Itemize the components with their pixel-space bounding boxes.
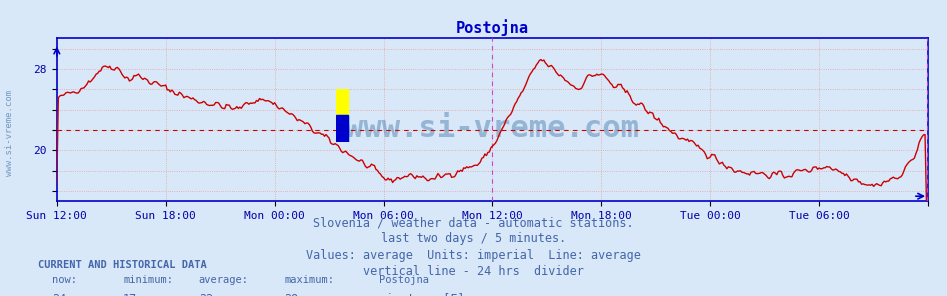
Title: Postojna: Postojna bbox=[456, 19, 529, 36]
Bar bbox=[336, 115, 348, 142]
Text: 22: 22 bbox=[199, 293, 213, 296]
Text: 24: 24 bbox=[52, 293, 66, 296]
Bar bbox=[336, 89, 348, 115]
Text: now:: now: bbox=[52, 275, 77, 285]
Text: last two days / 5 minutes.: last two days / 5 minutes. bbox=[381, 232, 566, 245]
Text: 29: 29 bbox=[284, 293, 298, 296]
Text: average:: average: bbox=[199, 275, 249, 285]
Text: Values: average  Units: imperial  Line: average: Values: average Units: imperial Line: av… bbox=[306, 249, 641, 262]
Text: www.si-vreme.com: www.si-vreme.com bbox=[346, 114, 639, 142]
Text: 17: 17 bbox=[123, 293, 137, 296]
Text: vertical line - 24 hrs  divider: vertical line - 24 hrs divider bbox=[363, 265, 584, 278]
Polygon shape bbox=[336, 115, 348, 142]
Text: Postojna: Postojna bbox=[379, 275, 429, 285]
Text: air temp.[F]: air temp.[F] bbox=[379, 293, 464, 296]
Text: maximum:: maximum: bbox=[284, 275, 334, 285]
Text: www.si-vreme.com: www.si-vreme.com bbox=[5, 90, 14, 176]
Text: minimum:: minimum: bbox=[123, 275, 173, 285]
Text: CURRENT AND HISTORICAL DATA: CURRENT AND HISTORICAL DATA bbox=[38, 260, 206, 271]
Text: Slovenia / weather data - automatic stations.: Slovenia / weather data - automatic stat… bbox=[313, 216, 634, 229]
